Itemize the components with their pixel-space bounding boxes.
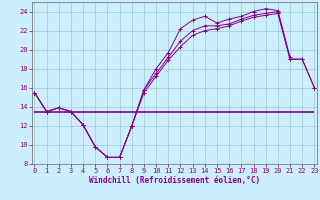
X-axis label: Windchill (Refroidissement éolien,°C): Windchill (Refroidissement éolien,°C) bbox=[89, 176, 260, 185]
